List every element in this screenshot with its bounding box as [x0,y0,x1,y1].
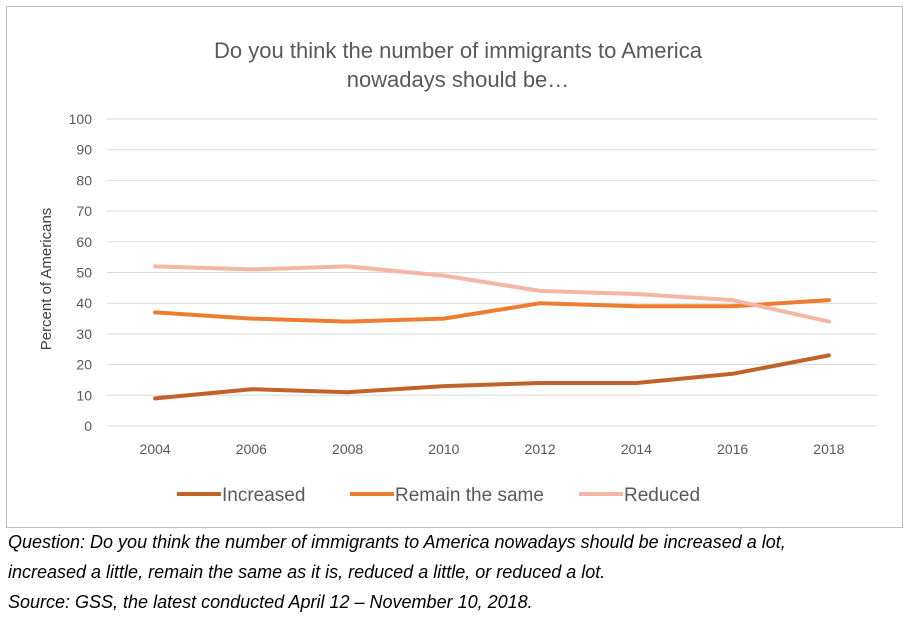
line-chart: Do you think the number of immigrants to… [38,38,877,506]
x-tick-label: 2016 [717,441,748,457]
y-tick-label: 10 [76,387,92,403]
x-tick-label: 2018 [813,441,844,457]
series-line-reduced [153,264,831,324]
x-tick-label: 2012 [525,441,556,457]
y-tick-label: 20 [76,357,92,373]
x-tick-label: 2006 [236,441,267,457]
footnote-question-line-1: Question: Do you think the number of imm… [8,532,786,552]
footnote-source: Source: GSS, the latest conducted April … [8,592,533,612]
x-tick-label: 2008 [332,441,363,457]
x-tick-label: 2014 [621,441,652,457]
chart-title-line-1: Do you think the number of immigrants to… [214,38,703,63]
x-tick-label: 2010 [428,441,459,457]
legend-label-reduced: Reduced [624,485,700,506]
y-tick-label: 0 [84,418,92,434]
footnote-question-line-2: increased a little, remain the same as i… [8,562,606,582]
y-axis-ticks: 0 10 20 30 40 50 60 70 80 90 100 [69,111,93,434]
chart-title-line-2: nowadays should be… [347,67,570,92]
legend-label-remain-the-same: Remain the same [395,485,544,506]
y-tick-label: 30 [76,326,92,342]
legend-label-increased: Increased [222,485,305,506]
series-line-increased [153,353,831,401]
series-line-remain-the-same [153,298,831,324]
legend: Increased Remain the same Reduced [177,485,700,506]
y-axis-label: Percent of Americans [38,208,55,351]
y-tick-label: 100 [69,111,93,127]
gridlines [107,118,877,427]
y-tick-label: 60 [76,234,92,250]
y-tick-label: 80 [76,172,92,188]
y-tick-label: 50 [76,265,92,281]
series-lines [153,264,831,401]
y-tick-label: 40 [76,295,92,311]
chart-title: Do you think the number of immigrants to… [214,38,703,92]
x-axis-ticks: 2004 2006 2008 2010 2012 2014 2016 2018 [140,441,845,457]
y-tick-label: 90 [76,142,92,158]
y-tick-label: 70 [76,203,92,219]
chart-frame: Do you think the number of immigrants to… [6,6,903,528]
x-tick-label: 2004 [140,441,171,457]
